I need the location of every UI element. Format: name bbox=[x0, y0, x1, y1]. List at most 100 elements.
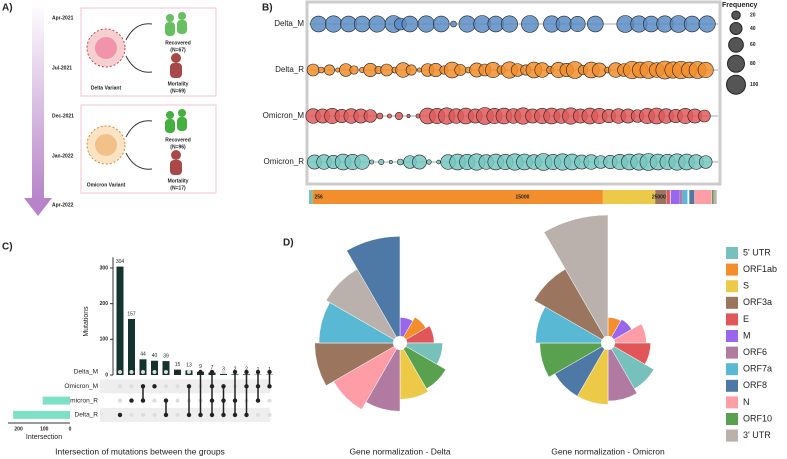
matrix-dot-empty bbox=[152, 398, 157, 403]
plot-frame bbox=[305, 0, 722, 186]
genome-segment bbox=[682, 190, 688, 204]
bubble bbox=[417, 15, 435, 33]
matrix-dot-empty bbox=[152, 370, 157, 374]
bubble bbox=[335, 67, 341, 73]
set-label: Delta_M bbox=[74, 369, 98, 376]
x-tick-label: 200 bbox=[14, 426, 23, 432]
legend-swatch bbox=[726, 296, 738, 309]
arrow bbox=[125, 120, 153, 170]
bar-label: 304 bbox=[116, 259, 125, 265]
legend-label: ORF7a bbox=[743, 364, 772, 374]
legend-swatch bbox=[726, 346, 738, 359]
matrix-dot-empty bbox=[175, 384, 180, 389]
set-label: Omicron_M bbox=[64, 383, 98, 390]
legend-label: 80 bbox=[750, 61, 756, 67]
variant-box: Omicron Variant Recovered (N=96) Mortali… bbox=[80, 104, 217, 194]
bubble bbox=[368, 15, 386, 33]
chart-title: Gene normalization - Delta bbox=[349, 446, 450, 456]
bubble bbox=[395, 112, 403, 120]
bubble bbox=[417, 67, 422, 73]
bubble bbox=[697, 62, 714, 78]
bubble bbox=[683, 15, 701, 33]
bubble bbox=[698, 15, 716, 33]
date: Apr-2022 bbox=[52, 202, 74, 208]
rose-wedge bbox=[346, 236, 401, 344]
genome-segment bbox=[689, 190, 695, 204]
matrix-dot bbox=[163, 398, 169, 403]
genome-segment bbox=[602, 190, 656, 204]
row-band bbox=[100, 407, 270, 422]
legend-swatch bbox=[726, 413, 738, 425]
legend-label: ORF1ab bbox=[743, 264, 777, 274]
legend-swatch bbox=[726, 263, 738, 276]
bubble bbox=[387, 113, 392, 119]
variant-name: Omicron Variant bbox=[87, 182, 126, 188]
genome-segment bbox=[666, 190, 670, 204]
matrix-dot-empty bbox=[256, 412, 260, 417]
y-tick-label: 100 bbox=[100, 337, 109, 343]
matrix-dot bbox=[232, 398, 238, 403]
mortality-icon bbox=[170, 53, 182, 78]
y-tick-label: Omicron_M bbox=[263, 111, 305, 120]
legend-swatch bbox=[726, 247, 738, 259]
outcome: Mortality bbox=[168, 178, 189, 184]
bubble bbox=[369, 159, 375, 165]
matrix-dot-empty bbox=[118, 384, 122, 389]
matrix-dot-empty bbox=[164, 384, 168, 389]
matrix-dot-empty bbox=[267, 398, 272, 403]
matrix-dot bbox=[221, 398, 226, 403]
bubble bbox=[436, 159, 441, 165]
genome-segment bbox=[679, 190, 683, 204]
mortality-icon bbox=[170, 150, 182, 175]
matrix-dot-empty bbox=[129, 370, 134, 374]
matrix-dot-empty bbox=[175, 398, 180, 403]
bubble bbox=[388, 160, 393, 164]
bar-label: 2 bbox=[245, 367, 248, 373]
matrix-dot-empty bbox=[267, 412, 272, 417]
bubble bbox=[450, 20, 457, 28]
outcome: Recovered bbox=[165, 40, 191, 46]
bar-label: 13 bbox=[186, 363, 192, 369]
bubble bbox=[363, 109, 378, 123]
matrix-dot bbox=[117, 412, 123, 418]
outcome-n: (N=67) bbox=[170, 47, 186, 53]
bar-label: 15 bbox=[175, 362, 181, 368]
set-label: Omicron_R bbox=[65, 397, 98, 404]
bubble bbox=[325, 15, 343, 33]
outcome: Mortality bbox=[168, 81, 189, 87]
matrix-dot bbox=[186, 412, 192, 418]
bubble bbox=[500, 15, 518, 33]
virus bbox=[95, 37, 117, 59]
matrix-dot bbox=[221, 412, 226, 418]
bubble bbox=[376, 112, 384, 120]
genome-segment bbox=[711, 190, 714, 204]
matrix-dot bbox=[255, 369, 261, 375]
matrix-dot bbox=[198, 369, 203, 375]
legend-bubble bbox=[731, 10, 741, 20]
legend-bubble bbox=[728, 37, 744, 53]
genome-tick-label: 15000 bbox=[516, 194, 530, 200]
panel-label: D) bbox=[283, 238, 294, 249]
genome-segment bbox=[694, 190, 712, 204]
legend-swatch bbox=[726, 313, 738, 326]
bubble bbox=[378, 159, 385, 165]
matrix-dot bbox=[140, 398, 146, 403]
bubble bbox=[698, 109, 711, 123]
outcome-n: (N=17) bbox=[170, 185, 186, 191]
timeline: Apr-2021 Jul-2021 Dec-2021 Jan-2022 Apr-… bbox=[24, 2, 74, 216]
matrix-dot bbox=[244, 369, 249, 375]
matrix-dot bbox=[129, 398, 134, 403]
rose-hole bbox=[601, 336, 615, 350]
legend-bubble bbox=[729, 21, 743, 36]
legend-label: ORF3a bbox=[743, 297, 772, 307]
date: Jan-2022 bbox=[52, 153, 74, 159]
matrix-dot bbox=[221, 384, 226, 389]
bubble bbox=[349, 65, 359, 75]
y-tick-label: 200 bbox=[100, 301, 109, 307]
y-tick-label: 0 bbox=[105, 372, 108, 378]
legend-label: E bbox=[743, 314, 749, 324]
bubble bbox=[354, 154, 370, 170]
bubble bbox=[412, 154, 427, 170]
genome-segment bbox=[713, 190, 717, 204]
